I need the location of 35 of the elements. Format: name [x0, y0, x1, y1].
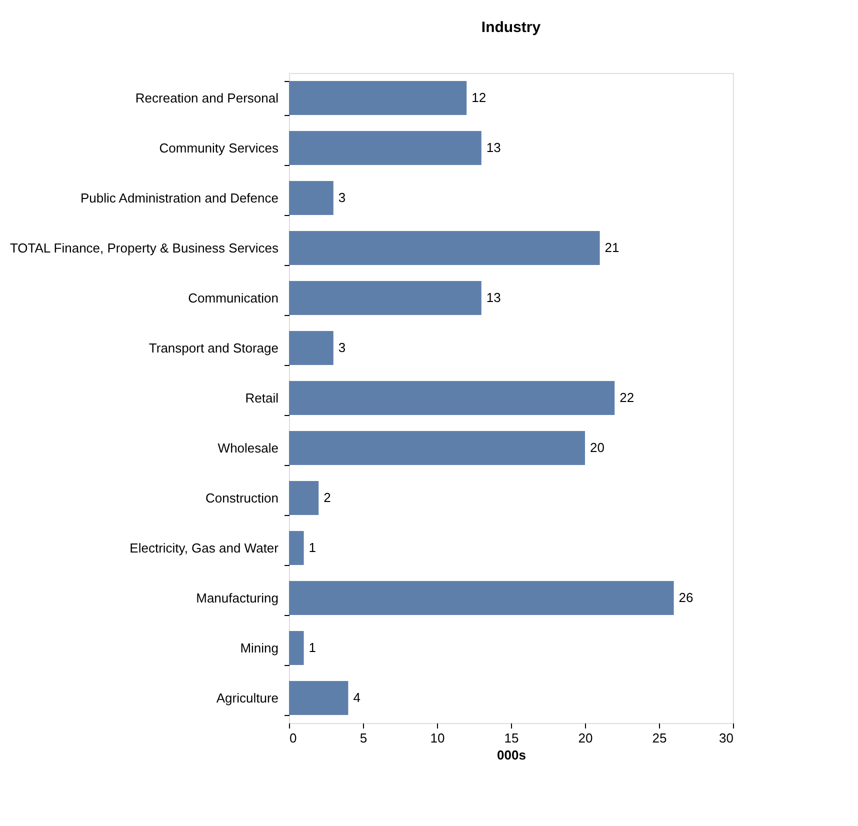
data-label: 26	[678, 590, 694, 605]
x-tick-label: 15	[504, 730, 519, 746]
data-label: 3	[338, 190, 346, 205]
y-tick-label: Recreation and Personal	[135, 90, 279, 106]
data-label: 1	[308, 540, 316, 555]
y-tick-label: Construction	[206, 490, 278, 506]
x-tick-label: 10	[430, 730, 445, 746]
x-tick-label: 25	[652, 730, 667, 746]
data-label: 12	[472, 90, 486, 105]
data-label: 3	[338, 340, 346, 355]
data-label: 4	[353, 690, 360, 705]
data-label: 2	[324, 490, 331, 505]
data-label: 20	[590, 440, 604, 455]
x-axis-title: 000s	[497, 748, 526, 762]
x-tick-label: 0	[290, 730, 297, 746]
data-label: 22	[620, 390, 634, 405]
y-tick-label: Communication	[188, 290, 278, 306]
data-label: 13	[486, 290, 501, 305]
data-label: 1	[308, 640, 316, 655]
y-tick-label: Mining	[240, 640, 278, 656]
x-tick-label: 30	[719, 730, 734, 746]
y-tick-label: Wholesale	[218, 440, 278, 456]
y-tick-label: Electricity, Gas and Water	[130, 540, 280, 556]
y-tick-label: Agriculture	[216, 690, 278, 706]
data-label: 13	[486, 140, 501, 155]
y-tick-label: Public Administration and Defence	[80, 190, 278, 206]
y-tick-label: Community Services	[159, 140, 279, 156]
y-tick-label: Retail	[245, 390, 279, 406]
chart-title: Industry	[481, 19, 542, 36]
y-tick-label: Manufacturing	[196, 590, 278, 606]
x-tick-label: 5	[360, 730, 368, 746]
x-tick-label: 20	[578, 730, 593, 746]
data-label: 21	[604, 240, 620, 255]
y-tick-label: Transport and Storage	[148, 340, 278, 356]
y-tick-label: TOTAL Finance, Property & Business Services	[10, 240, 279, 256]
